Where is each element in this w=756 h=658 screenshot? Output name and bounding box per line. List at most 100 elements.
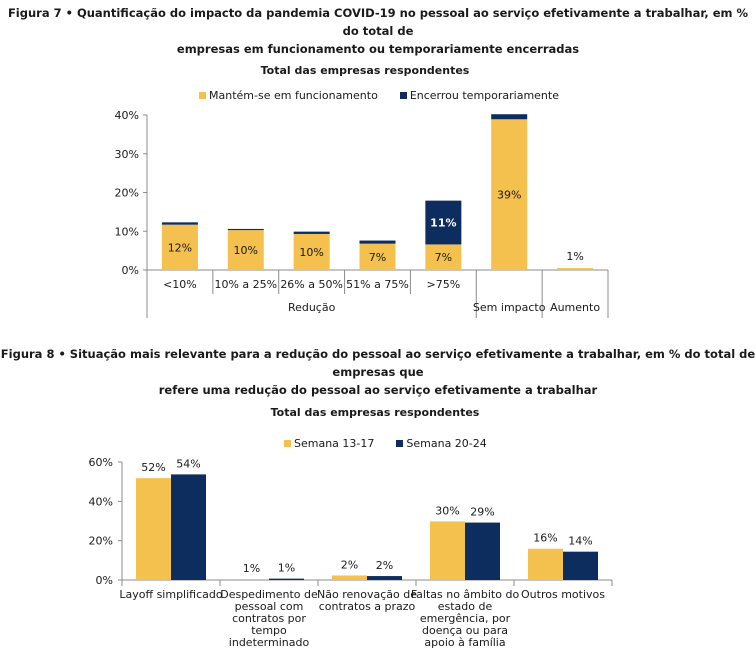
bar-week13 (136, 478, 171, 580)
bar-week20 (269, 578, 304, 580)
y-tick-label: 20% (89, 535, 113, 548)
legend-swatch-navy (399, 92, 407, 99)
category-label: Outros motivos (521, 588, 605, 601)
legend-item-operating: Mantém-se em funcionamento (199, 89, 378, 102)
legend-swatch-navy (396, 440, 404, 447)
category-label-line: Outros motivos (521, 588, 605, 601)
category-label-line: emergência, por (420, 612, 511, 625)
category-label: 51% a 75% (346, 278, 409, 291)
data-label: 16% (533, 532, 557, 545)
category-label: 10% a 25% (214, 278, 277, 291)
legend-swatch-yellow (284, 440, 291, 447)
data-label: 1% (278, 562, 295, 575)
data-label: 10% (299, 246, 323, 259)
y-tick-label: 60% (89, 456, 113, 469)
figure7-legend: Mantém-se em funcionamento Encerrou temp… (199, 89, 581, 102)
bar-week13 (332, 575, 367, 580)
category-label: <10% (163, 278, 197, 291)
data-label: 30% (435, 504, 459, 517)
category-label-line: pessoal com (235, 600, 304, 613)
legend-item-closed: Encerrou temporariamente (399, 89, 559, 102)
bar-closed (359, 240, 396, 244)
y-tick-label: 0% (122, 264, 139, 277)
category-label-line: doença ou para (422, 624, 508, 637)
bar-week13 (528, 548, 563, 580)
legend-swatch-yellow (199, 92, 206, 99)
bar-closed (161, 222, 198, 225)
y-tick-label: 0% (96, 574, 113, 587)
category-label: Faltas no âmbito do estado de emergência, … (411, 588, 520, 649)
legend-label-operating: Mantém-se em funcionamento (209, 89, 378, 102)
category-label: >75% (427, 278, 461, 291)
figure8-chart-title: Total das empresas respondentes (270, 406, 480, 419)
data-label: 52% (141, 461, 165, 474)
figure8-title-line1: Figura 8 • Situação mais relevante para … (0, 347, 756, 379)
legend-item-week20: Semana 20-24 (396, 437, 487, 450)
bar-week13 (430, 521, 465, 580)
category-label-line: indeterminado (229, 636, 310, 649)
category-label: 26% a 50% (280, 278, 343, 291)
group-label: Redução (288, 301, 336, 314)
category-label-line: contratos por (232, 612, 306, 625)
data-label: 39% (497, 189, 521, 202)
category-label-line: estado de (438, 600, 493, 613)
figure7-chart-title: Total das empresas respondentes (260, 64, 470, 77)
y-tick-label: 20% (115, 187, 139, 200)
y-tick-label: 30% (115, 148, 139, 161)
legend-label-week13: Semana 13-17 (294, 437, 375, 450)
category-label: Despedimento de pessoal com contratos por t… (220, 588, 318, 649)
bar-operating (359, 243, 396, 270)
data-label: 1% (566, 250, 583, 263)
bar-closed (491, 114, 528, 120)
data-label: 11% (430, 217, 456, 230)
bar-week13 (234, 579, 269, 580)
category-label: Sem impacto (473, 301, 546, 314)
category-label-line: Layoff simplificado (119, 588, 222, 601)
category-label: Layoff simplificado (119, 588, 222, 601)
figure7-title-line2: empresas em funcionamento ou temporariam… (176, 42, 580, 56)
bar-week20 (367, 576, 402, 580)
bar-operating (491, 119, 528, 270)
category-label-line: Faltas no âmbito do (411, 588, 520, 601)
data-label: 2% (341, 558, 358, 571)
figure8-title: Figura 8 • Situação mais relevante para … (0, 345, 756, 399)
bar-week20 (171, 474, 206, 580)
legend-label-closed: Encerrou temporariamente (409, 89, 559, 102)
data-label: 29% (470, 506, 494, 519)
data-label: 7% (435, 251, 452, 264)
bar-closed (425, 200, 462, 245)
figure7-title-line1: Figura 7 • Quantificação do impacto da p… (7, 6, 749, 38)
bar-week20 (563, 551, 598, 580)
y-tick-label: 40% (89, 495, 113, 508)
data-label: 2% (376, 559, 393, 572)
bar-operating (293, 233, 330, 270)
bar-week20 (465, 522, 500, 580)
category-label-line: contratos a prazo (319, 600, 416, 613)
y-tick-label: 10% (115, 225, 139, 238)
category-label: Não renovação de contratos a prazo (317, 588, 417, 613)
bar-operating (227, 230, 264, 270)
data-label: 12% (168, 241, 192, 254)
legend-item-week13: Semana 13-17 (284, 437, 374, 450)
figure7-title: Figura 7 • Quantificação do impacto da p… (0, 4, 756, 58)
data-label: 10% (234, 244, 258, 257)
category-label: Aumento (550, 301, 600, 314)
figure8-legend: Semana 13-17 Semana 20-24 (284, 437, 509, 450)
legend-label-week20: Semana 20-24 (406, 437, 487, 450)
category-label-line: tempo (251, 624, 287, 637)
bar-operating (425, 244, 462, 270)
bar-closed (293, 231, 330, 234)
data-label: 14% (568, 535, 592, 548)
data-label: 7% (369, 251, 386, 264)
category-label-line: Despedimento de (220, 588, 318, 601)
figure7-chart: 0% 10% 20% 30% 40% 12% <10% 10% 10% a 25% 10% 26% … (115, 109, 609, 318)
figure8-title-line2: refere uma redução do pessoal ao serviço… (158, 383, 598, 397)
figure8-chart: 0% 20% 40% 60% 52% 54% Layoff simplificado 1% 1%… (89, 456, 613, 649)
category-label-line: Não renovação de (317, 588, 417, 601)
data-label: 54% (176, 457, 200, 470)
data-label: 1% (243, 562, 260, 575)
bar-closed (227, 228, 264, 231)
bar-operating (161, 224, 198, 270)
bar-operating (557, 268, 594, 270)
category-label-line: apoio à família (424, 636, 505, 649)
